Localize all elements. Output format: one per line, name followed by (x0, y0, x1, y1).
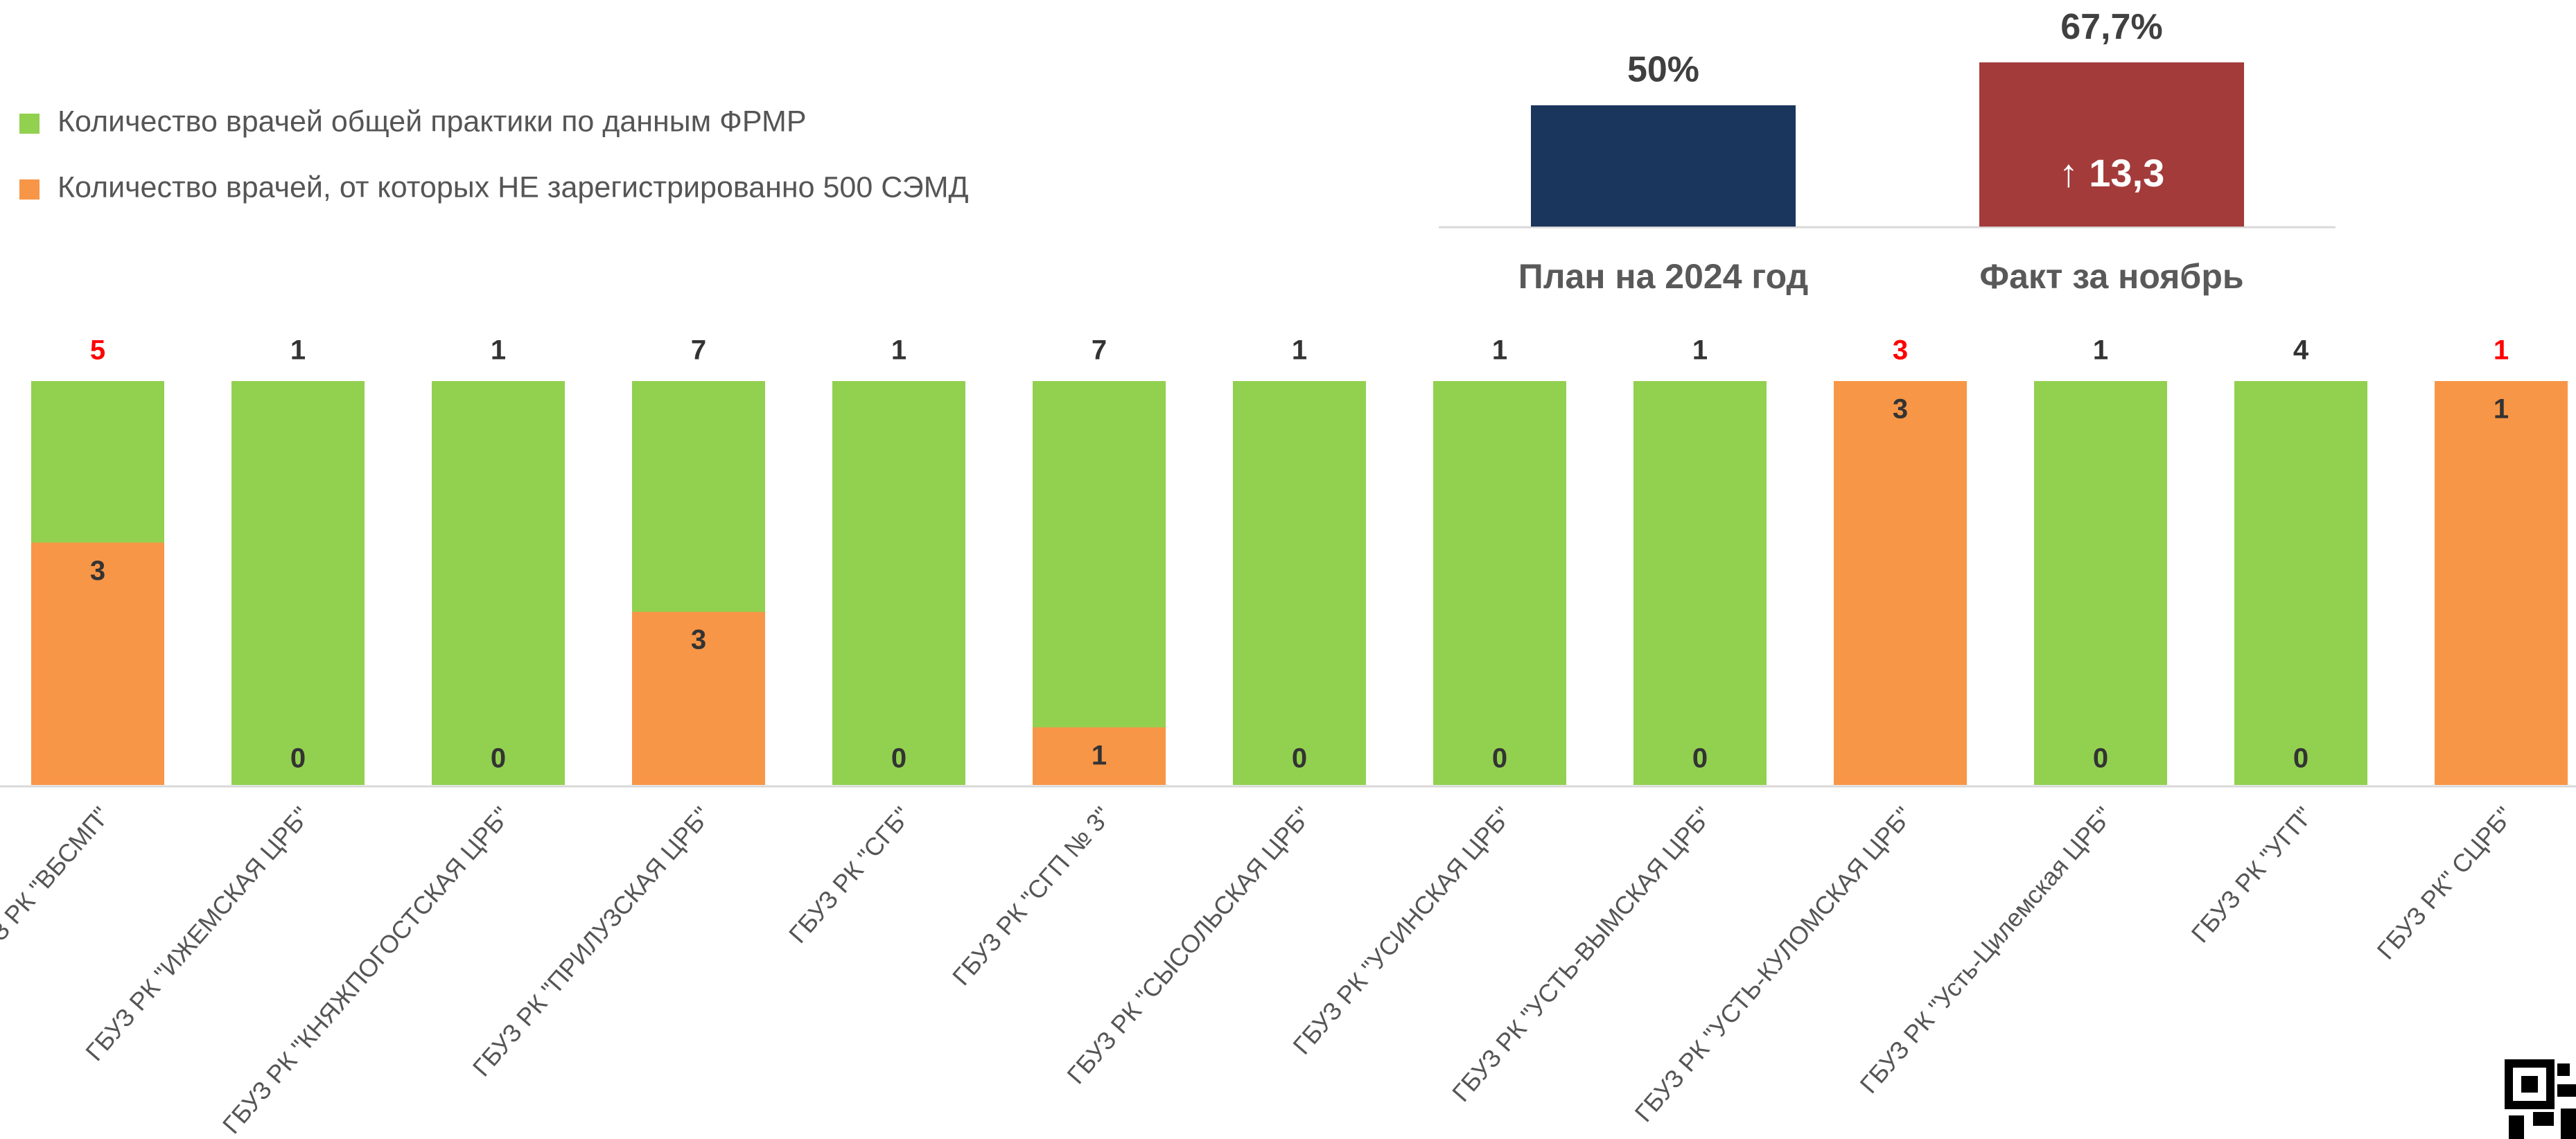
unregistered-label: 3 (1893, 394, 1908, 425)
unregistered-label: 0 (1292, 743, 1307, 774)
total-label: 4 (2293, 335, 2309, 366)
unregistered-label: 0 (2093, 743, 2108, 774)
bar-total (231, 381, 365, 785)
category-label: ГБУЗ РК "УСИНСКАЯ ЦРБ" (1287, 802, 1517, 1060)
unregistered-label: 0 (491, 743, 506, 774)
bar-unregistered (2435, 381, 2568, 785)
bar-total (1433, 381, 1566, 785)
plan-fact-bar (1979, 62, 2244, 227)
total-label: 1 (891, 335, 906, 366)
total-label: 1 (2494, 335, 2509, 366)
unregistered-label: 0 (2293, 743, 2308, 774)
total-label: 1 (290, 335, 306, 366)
category-label: ГБУЗ РК" СЦРБ" (2372, 802, 2519, 965)
unregistered-label: 3 (691, 625, 706, 655)
plan-fact-value: 50% (1627, 50, 1699, 90)
bar-unregistered (632, 612, 765, 785)
legend-swatch (19, 114, 40, 134)
total-label: 1 (491, 335, 506, 366)
unregistered-label: 0 (1492, 743, 1507, 774)
bar-total (1033, 381, 1166, 785)
legend-label: Количество врачей, от которых НЕ зарегис… (58, 170, 969, 204)
plan-fact-bar (1531, 105, 1796, 227)
total-label: 1 (1492, 335, 1507, 366)
unregistered-label: 0 (1692, 743, 1708, 774)
total-label: 5 (90, 335, 105, 366)
bar-unregistered (31, 542, 164, 785)
total-label: 1 (2093, 335, 2108, 366)
bar-total (1633, 381, 1767, 785)
total-label: 3 (1893, 335, 1908, 366)
bar-total (2034, 381, 2167, 785)
category-label: ГБУЗ РК "ПРИЛУЗСКАЯ ЦРБ" (467, 802, 716, 1082)
category-label: ГБУЗ РК "УГП" (2186, 802, 2319, 948)
bar-unregistered (1033, 727, 1166, 785)
category-label: ГБУЗ РК "ИЖЕМСКАЯ ЦРБ" (80, 802, 315, 1066)
bar-total (2234, 381, 2367, 785)
fact-delta: ↑ 13,3 (2059, 151, 2165, 195)
plan-fact-category: План на 2024 год (1518, 257, 1808, 296)
bar-total (432, 381, 565, 785)
unregistered-label: 1 (1092, 740, 1107, 770)
category-label: ГБУЗ РК "СГП № 3" (947, 802, 1116, 991)
category-label: ГБУЗ РК "СЫСОЛЬСКАЯ ЦРБ" (1061, 802, 1317, 1090)
unregistered-label: 1 (2494, 394, 2509, 425)
plan-fact-category: Факт за ноябрь (1979, 257, 2243, 296)
category-label: ГБУЗ РК "СГБ" (783, 802, 916, 948)
unregistered-label: 3 (90, 556, 105, 586)
bar-total (832, 381, 965, 785)
bar-total (1233, 381, 1366, 785)
total-label: 1 (1692, 335, 1708, 366)
total-label: 1 (1292, 335, 1307, 366)
total-label: 7 (691, 335, 706, 366)
qr-code (2505, 1059, 2576, 1139)
unregistered-label: 0 (290, 743, 306, 774)
category-label: ГБУЗ РК "ВБСМП" (0, 802, 115, 980)
legend-swatch (19, 179, 40, 200)
plan-fact-value: 67,7% (2060, 7, 2162, 47)
unregistered-label: 0 (891, 743, 906, 774)
bar-unregistered (1834, 381, 1967, 785)
total-label: 7 (1092, 335, 1107, 366)
legend-label: Количество врачей общей практики по данн… (58, 105, 807, 138)
